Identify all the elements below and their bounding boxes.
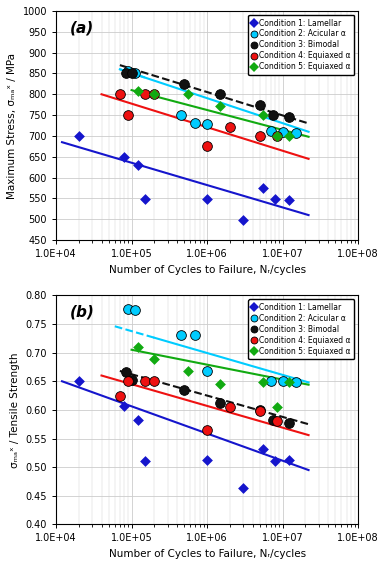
Point <box>204 456 210 465</box>
Point <box>181 385 188 395</box>
Point <box>121 152 127 161</box>
Point <box>185 90 191 99</box>
Point <box>204 142 210 151</box>
X-axis label: Number of Cycles to Failure, Nᵣ/cycles: Number of Cycles to Failure, Nᵣ/cycles <box>108 549 306 559</box>
Point <box>117 90 123 99</box>
Point <box>286 131 292 140</box>
Point <box>192 331 198 340</box>
Point <box>274 131 281 140</box>
Point <box>125 304 131 313</box>
Point <box>270 110 276 119</box>
Point <box>123 68 129 77</box>
Point <box>129 376 135 385</box>
Point <box>132 305 138 314</box>
Point <box>274 402 281 411</box>
Point <box>279 127 286 136</box>
Point <box>274 131 281 140</box>
Point <box>117 391 123 400</box>
Point <box>293 129 299 138</box>
Point <box>192 119 198 128</box>
Point <box>151 90 157 99</box>
Point <box>279 377 286 386</box>
Point <box>268 377 274 386</box>
Point <box>257 131 263 140</box>
Legend: Condition 1: Lamellar, Condition 2: Acicular α, Condition 3: Bimodal, Condition : Condition 1: Lamellar, Condition 2: Acic… <box>249 299 354 359</box>
Point <box>142 90 148 99</box>
Point <box>227 402 233 411</box>
Point <box>240 483 246 492</box>
Point <box>181 80 188 89</box>
Point <box>151 90 157 99</box>
Point <box>142 457 148 466</box>
Point <box>134 342 141 351</box>
Point <box>123 367 129 376</box>
Point <box>286 418 292 427</box>
Point <box>134 161 141 170</box>
Point <box>204 120 210 129</box>
Y-axis label: Maximum Stress, σₘₐˣ / MPa: Maximum Stress, σₘₐˣ / MPa <box>7 53 17 199</box>
Point <box>142 376 148 385</box>
Point <box>286 195 292 204</box>
Point <box>260 110 266 119</box>
Point <box>134 415 141 424</box>
Point <box>272 457 278 466</box>
Point <box>286 456 292 465</box>
Point <box>142 195 148 204</box>
Point <box>76 131 82 140</box>
Point <box>204 426 210 435</box>
Point <box>185 366 191 375</box>
Point <box>125 67 131 76</box>
Point <box>286 378 292 387</box>
Point <box>121 402 127 411</box>
Point <box>257 101 263 110</box>
Point <box>204 195 210 204</box>
Text: (b): (b) <box>69 305 95 319</box>
Point <box>132 68 138 77</box>
Point <box>204 366 210 375</box>
Point <box>217 90 223 99</box>
Point <box>178 110 184 119</box>
Point <box>257 405 263 414</box>
Point <box>129 68 135 78</box>
Y-axis label: σₘₐˣ / Tensile Strength: σₘₐˣ / Tensile Strength <box>10 352 20 468</box>
X-axis label: Number of Cycles to Failure, Nᵣ/cycles: Number of Cycles to Failure, Nᵣ/cycles <box>108 265 306 275</box>
Point <box>293 378 299 387</box>
Text: (a): (a) <box>69 20 94 35</box>
Point <box>134 87 141 96</box>
Point <box>227 122 233 131</box>
Point <box>240 216 246 225</box>
Point <box>178 331 184 340</box>
Point <box>217 101 223 110</box>
Point <box>151 354 157 363</box>
Point <box>274 417 281 426</box>
Point <box>272 194 278 203</box>
Point <box>76 377 82 386</box>
Point <box>260 444 266 453</box>
Point <box>125 110 131 119</box>
Point <box>260 184 266 193</box>
Point <box>268 126 274 135</box>
Point <box>286 112 292 121</box>
Point <box>260 378 266 387</box>
Point <box>257 406 263 415</box>
Point <box>151 377 157 386</box>
Legend: Condition 1: Lamellar, Condition 2: Acicular α, Condition 3: Bimodal, Condition : Condition 1: Lamellar, Condition 2: Acic… <box>249 15 354 75</box>
Point <box>270 415 276 424</box>
Point <box>217 380 223 389</box>
Point <box>125 376 131 385</box>
Point <box>217 398 223 408</box>
